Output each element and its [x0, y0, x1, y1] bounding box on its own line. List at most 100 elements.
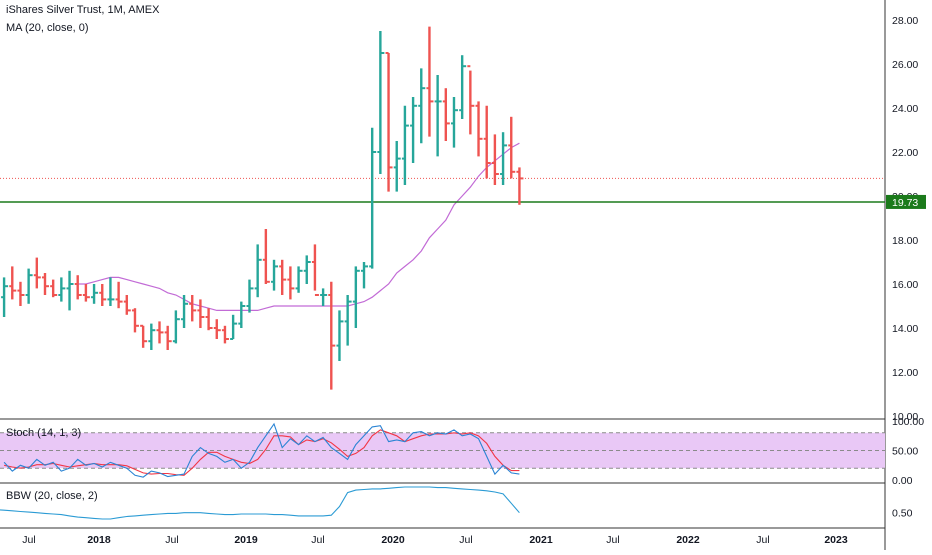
price-label-box	[886, 194, 926, 209]
ohlc-bar-38	[311, 244, 319, 296]
price-tick-label: 26.00	[892, 59, 918, 71]
ohlc-bar-3	[25, 268, 33, 304]
ohlc-bar-2	[17, 281, 25, 306]
ohlc-bar-14	[115, 281, 123, 309]
ohlc-bar-41	[336, 310, 344, 361]
price-tick-label: 12.00	[892, 367, 918, 379]
ohlc-bar-39	[320, 288, 328, 306]
ohlc-bar-29	[238, 301, 246, 328]
ohlc-bar-45	[369, 127, 377, 269]
ohlc-bar-6	[50, 279, 58, 298]
ohlc-bar-13	[107, 277, 115, 306]
ohlc-bar-7	[58, 277, 66, 302]
ohlc-bar-59	[483, 105, 491, 179]
chart-title-legend: iShares Silver Trust, 1M, AMEX	[6, 4, 159, 16]
price-label: 19.73	[892, 197, 918, 209]
ohlc-bar-25	[205, 308, 213, 331]
time-axis: Jul 2018 Jul 2019 Jul 2020 Jul 2021 Jul 2022 Jul 20…	[22, 534, 848, 546]
ohlc-bar-63	[516, 167, 524, 205]
ohlc-bar-53	[434, 75, 442, 157]
ohlc-bar-54	[442, 88, 450, 141]
ohlc-bar-48	[393, 141, 401, 192]
stoch-label: Stoch (14, 1, 3)	[6, 427, 82, 439]
ohlc-bar-27	[221, 325, 229, 344]
price-tick-label: 22.00	[892, 147, 918, 159]
ohlc-bar-61	[500, 132, 508, 185]
ohlc-bar-17	[140, 324, 148, 348]
bbw-tick-label: 0.50	[892, 508, 913, 520]
time-tick-label: 2023	[824, 534, 848, 546]
ohlc-bar-44	[361, 262, 369, 289]
bbw-path	[0, 486, 520, 520]
ohlc-bar-1	[9, 266, 17, 300]
stoch-k-line	[3, 422, 520, 478]
ohlc-bar-46	[377, 31, 385, 174]
time-tick-label: 2020	[381, 534, 405, 546]
ohlc-bar-55	[450, 97, 458, 148]
ma-path	[77, 142, 520, 311]
time-tick-label: Jul	[311, 534, 324, 546]
ohlc-bars[interactable]	[1, 26, 524, 390]
stoch-legend: Stoch (14, 1, 3)	[6, 427, 81, 439]
ohlc-bar-56	[459, 55, 467, 119]
ohlc-bar-58	[475, 101, 483, 157]
ohlc-bar-34	[279, 259, 287, 295]
ma-legend: MA (20, close, 0)	[6, 22, 89, 34]
ohlc-bar-20	[164, 325, 172, 350]
bbw-line	[0, 486, 520, 520]
ohlc-bar-42	[344, 295, 352, 346]
ohlc-bar-18	[148, 323, 156, 350]
bbw-label: BBW (20, close, 2)	[6, 490, 98, 502]
ohlc-bar-21	[172, 310, 180, 344]
ohlc-bar-16	[131, 308, 139, 333]
ma-line	[77, 142, 520, 311]
ohlc-bar-15	[123, 295, 131, 315]
ohlc-bar-5	[41, 273, 49, 295]
ohlc-bar-50	[410, 97, 418, 163]
chart-title: iShares Silver Trust, 1M, AMEX	[6, 4, 160, 16]
ohlc-bar-23	[189, 295, 197, 322]
stoch-tick-label: 100.00	[892, 416, 924, 428]
price-tick-label: 10.00	[892, 411, 918, 423]
price-tick-label: 28.00	[892, 15, 918, 27]
time-tick-label: 2018	[87, 534, 111, 546]
ohlc-bar-40	[328, 281, 336, 390]
ohlc-bar-47	[385, 52, 393, 192]
axis-background	[886, 0, 932, 550]
ohlc-bar-9	[74, 275, 82, 300]
stoch-tick-label: 0.00	[892, 475, 913, 487]
ohlc-bar-8	[66, 270, 74, 311]
time-tick-label: 2021	[529, 534, 553, 546]
ohlc-bar-30	[246, 279, 254, 313]
stoch-band	[0, 432, 885, 469]
stoch-tick-label: 50.00	[892, 446, 918, 458]
ohlc-bar-33	[271, 259, 279, 291]
ohlc-bar-26	[213, 319, 221, 339]
ohlc-bar-32	[262, 229, 270, 284]
time-tick-label: Jul	[756, 534, 769, 546]
ohlc-bar-0	[1, 277, 9, 317]
ohlc-bar-28	[230, 314, 238, 340]
time-tick-label: Jul	[22, 534, 35, 546]
time-tick-label: 2022	[676, 534, 700, 546]
ohlc-bar-57	[467, 65, 475, 135]
ohlc-bar-49	[401, 105, 409, 185]
price-tick-label: 16.00	[892, 279, 918, 291]
ma-label: MA (20, close, 0)	[6, 22, 89, 34]
time-tick-label: 2019	[234, 534, 258, 546]
time-tick-label: Jul	[165, 534, 178, 546]
price-axis: 28.0026.0024.0022.0020.0018.0016.0014.00…	[886, 0, 932, 550]
ohlc-bar-43	[352, 266, 360, 328]
ohlc-bar-36	[295, 266, 303, 293]
ohlc-bar-4	[33, 257, 41, 289]
ohlc-bar-62	[508, 116, 516, 179]
time-tick-label: Jul	[606, 534, 619, 546]
ohlc-bar-12	[99, 284, 107, 306]
stoch-lines	[3, 422, 520, 478]
bbw-legend: BBW (20, close, 2)	[6, 490, 98, 502]
price-tick-label: 24.00	[892, 103, 918, 115]
ohlc-bar-24	[197, 299, 205, 328]
ohlc-bar-19	[156, 321, 164, 344]
